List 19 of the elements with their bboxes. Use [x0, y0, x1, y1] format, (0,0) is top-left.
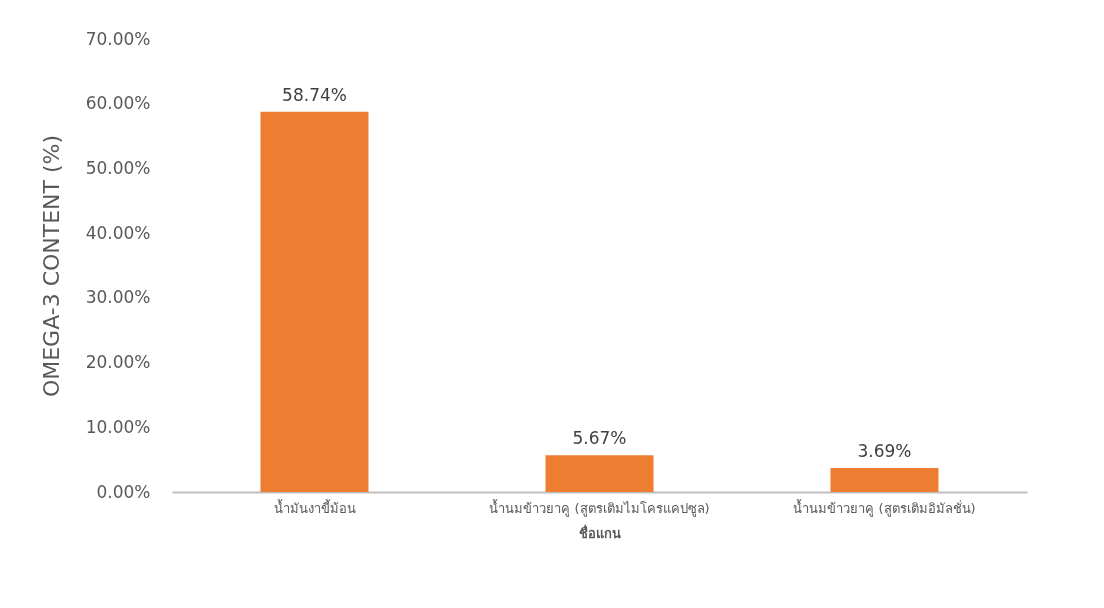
x-tick-label: น้ำนมข้าวยาคู (สูตรเติมไมโครแคปซูล) [489, 498, 710, 517]
y-tick-label: 30.00% [85, 287, 151, 308]
y-tick-label: 40.00% [85, 222, 151, 243]
bar [830, 468, 939, 492]
x-tick-label: น้ำนมข้าวยาคู (สูตรเติมอิมัลชั่น) [793, 498, 976, 517]
data-label: 3.69% [857, 441, 912, 462]
bar [545, 455, 654, 492]
y-tick-label: 10.00% [85, 416, 151, 437]
data-label: 5.67% [572, 428, 627, 449]
y-axis-title: OMEGA-3 CONTENT (%) [38, 134, 64, 398]
x-axis-title: ชื่อแกน [579, 523, 621, 541]
data-label: 58.74% [282, 84, 347, 105]
bar [260, 111, 369, 492]
y-tick-label: 0.00% [96, 481, 151, 502]
y-tick-label: 70.00% [85, 28, 151, 49]
y-tick-label: 50.00% [85, 157, 151, 178]
x-tick-label: น้ำมันงาขี้ม้อน [273, 498, 356, 516]
y-tick-label: 60.00% [85, 93, 151, 114]
y-tick-label: 20.00% [85, 352, 151, 373]
